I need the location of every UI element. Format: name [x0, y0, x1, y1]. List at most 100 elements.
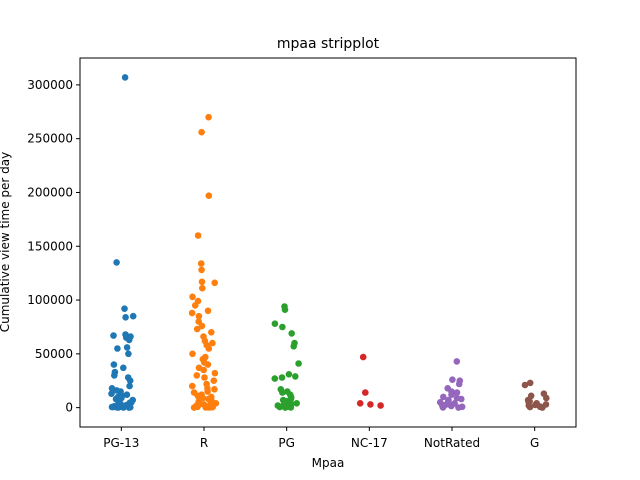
- data-point: [198, 278, 206, 286]
- data-point: [208, 404, 215, 411]
- data-point: [120, 404, 127, 411]
- data-point: [279, 396, 287, 404]
- y-axis: 0 50000 100000 150000 200000 250000 300000: [27, 78, 80, 415]
- data-point: [295, 360, 302, 367]
- data-point: [118, 392, 126, 400]
- data-point: [292, 373, 299, 380]
- data-point: [126, 377, 134, 385]
- data-point: [445, 396, 452, 404]
- data-point: [205, 113, 212, 121]
- data-point: [367, 401, 374, 408]
- data-point: [201, 374, 208, 381]
- data-point: [110, 361, 118, 368]
- y-tick-label: 100000: [27, 293, 73, 307]
- data-point: [362, 389, 369, 396]
- data-point: [448, 402, 455, 410]
- data-point: [111, 372, 118, 379]
- data-point: [285, 371, 293, 378]
- data-point: [193, 372, 201, 379]
- data-point: [198, 266, 205, 274]
- x-tick-label: R: [200, 436, 208, 450]
- data-point: [210, 377, 218, 385]
- data-point: [359, 353, 367, 361]
- y-axis-label: Cumulative view time per day: [0, 152, 12, 333]
- x-tick-label: PG-13: [103, 436, 139, 450]
- data-point: [108, 403, 116, 411]
- data-point: [110, 332, 117, 339]
- y-tick-label: 150000: [27, 239, 73, 253]
- data-point: [191, 302, 199, 309]
- data-point: [453, 358, 461, 365]
- x-tick-label: G: [530, 436, 539, 450]
- data-point: [199, 284, 206, 292]
- data-point: [197, 260, 205, 267]
- data-point: [278, 374, 286, 381]
- chart-title: mpaa stripplot: [277, 36, 380, 52]
- data-point: [205, 345, 213, 352]
- data-point: [453, 394, 461, 402]
- data-point: [543, 394, 550, 402]
- data-point: [211, 279, 218, 287]
- x-tick-label: NotRated: [424, 436, 480, 450]
- x-axis-label: Mpaa: [312, 456, 345, 470]
- data-point: [125, 350, 132, 358]
- points-layer: [108, 74, 550, 411]
- data-point: [194, 392, 202, 400]
- data-point: [209, 339, 216, 347]
- data-point: [211, 386, 218, 393]
- data-point: [449, 376, 456, 384]
- data-point: [123, 344, 131, 351]
- data-point: [195, 312, 203, 320]
- data-point: [458, 403, 466, 411]
- data-point: [108, 390, 115, 398]
- x-axis: PG-13 R PG NC-17 NotRated G: [103, 427, 539, 450]
- data-point: [198, 322, 206, 330]
- data-point: [287, 404, 295, 411]
- data-point: [121, 74, 129, 81]
- data-point: [290, 343, 298, 350]
- data-point: [526, 397, 533, 405]
- data-point: [271, 320, 279, 328]
- data-point: [536, 403, 544, 411]
- data-point: [129, 312, 137, 320]
- data-point: [113, 259, 120, 266]
- data-point: [204, 361, 212, 368]
- y-tick-label: 50000: [35, 347, 73, 361]
- data-point: [526, 403, 534, 411]
- data-point: [199, 394, 207, 402]
- data-point: [194, 232, 202, 239]
- data-point: [194, 403, 201, 411]
- data-point: [288, 330, 296, 337]
- x-tick-label: NC-17: [351, 436, 388, 450]
- data-point: [200, 366, 207, 374]
- data-point: [193, 325, 201, 333]
- data-point: [189, 293, 196, 301]
- data-point: [271, 375, 279, 382]
- y-tick-label: 200000: [27, 185, 73, 199]
- data-point: [205, 192, 213, 199]
- data-point: [189, 350, 196, 358]
- data-point: [204, 307, 212, 315]
- data-point: [453, 389, 461, 396]
- data-point: [356, 400, 364, 407]
- data-point: [281, 306, 289, 314]
- y-tick-label: 0: [65, 401, 73, 415]
- data-point: [113, 387, 120, 394]
- data-point: [455, 380, 463, 388]
- data-point: [287, 394, 295, 402]
- y-tick-label: 250000: [27, 132, 73, 146]
- data-point: [448, 391, 455, 399]
- x-tick-label: PG: [278, 436, 295, 450]
- data-point: [188, 309, 196, 317]
- data-point: [198, 128, 205, 136]
- data-point: [204, 388, 211, 395]
- data-point: [280, 401, 288, 409]
- data-point: [440, 393, 447, 401]
- data-point: [121, 305, 128, 313]
- data-point: [526, 379, 534, 387]
- data-point: [126, 382, 133, 390]
- y-tick-label: 300000: [27, 78, 73, 92]
- data-point: [125, 336, 133, 344]
- data-point: [441, 401, 449, 409]
